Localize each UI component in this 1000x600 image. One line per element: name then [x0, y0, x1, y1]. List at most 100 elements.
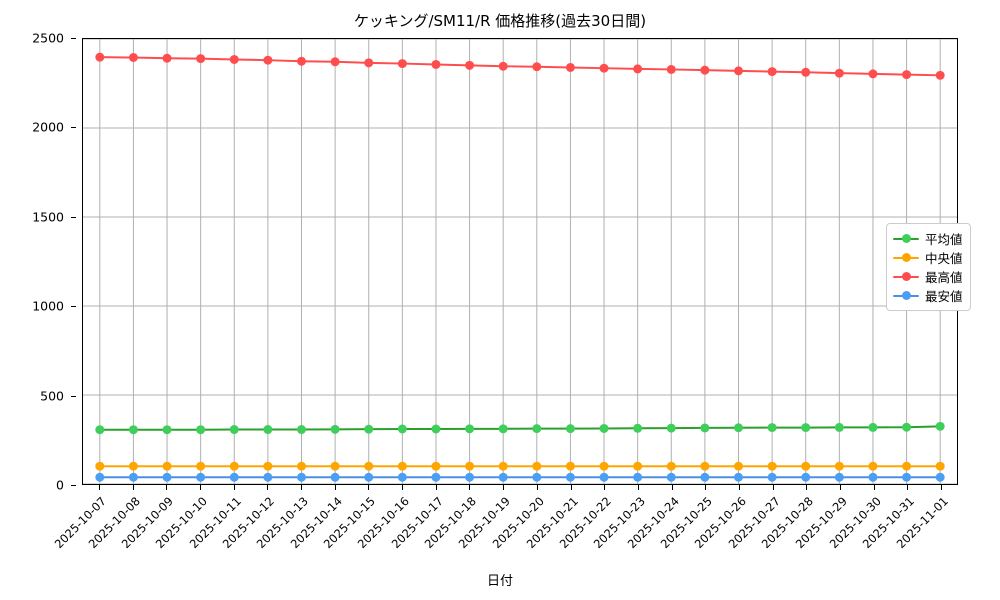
data-point — [95, 425, 105, 435]
data-point — [599, 63, 609, 73]
data-point — [263, 472, 273, 482]
series-line-2 — [98, 56, 942, 77]
data-point — [565, 472, 575, 482]
x-tick-mark — [402, 485, 404, 490]
data-point — [834, 461, 844, 471]
x-tick-mark — [301, 485, 302, 490]
data-point — [162, 461, 172, 471]
data-point — [767, 461, 777, 471]
x-tick-mark — [570, 485, 572, 490]
data-point — [95, 52, 105, 62]
data-point — [263, 461, 273, 471]
data-point — [397, 461, 407, 471]
data-point — [95, 472, 105, 482]
x-tick-mark — [334, 485, 336, 490]
data-point — [465, 60, 475, 70]
data-point — [364, 424, 374, 434]
data-point — [767, 423, 777, 433]
data-point — [196, 472, 206, 482]
data-point — [734, 66, 743, 76]
data-point — [532, 461, 542, 471]
x-tick-mark — [435, 485, 437, 490]
legend-marker-icon — [893, 270, 919, 284]
data-point — [700, 423, 710, 433]
series-line-0 — [98, 425, 942, 431]
data-point — [700, 65, 710, 75]
legend-item-3[interactable]: 最安値 — [893, 286, 963, 305]
data-point — [297, 461, 306, 471]
data-point — [666, 461, 676, 471]
chart-legend: 平均値中央値 最高値最安値 — [886, 223, 971, 311]
data-point — [565, 63, 575, 72]
x-tick-mark — [941, 485, 943, 490]
data-point — [330, 472, 340, 482]
data-point — [128, 425, 138, 435]
x-tick-mark — [368, 485, 370, 490]
y-axis-ticks: 0 500 1000 1500 2000 2500 — [0, 31, 76, 493]
legend-item-1[interactable]: 中央値 — [893, 248, 963, 267]
legend-label: 中央値 — [925, 251, 963, 266]
x-tick-mark — [604, 485, 606, 490]
data-point — [868, 472, 878, 482]
data-point — [935, 461, 945, 471]
x-tick-mark — [503, 485, 505, 490]
data-point — [128, 472, 138, 482]
data-point — [196, 461, 206, 471]
data-point — [431, 472, 441, 482]
x-tick-mark — [873, 485, 875, 490]
legend-item-2[interactable]: 最高値 — [893, 267, 963, 286]
data-point — [834, 422, 844, 432]
data-point — [128, 53, 138, 62]
x-tick-mark — [772, 485, 774, 490]
data-point — [801, 461, 811, 471]
data-point — [330, 461, 340, 471]
data-point — [196, 54, 206, 64]
data-point — [666, 64, 676, 74]
data-point — [297, 472, 306, 482]
data-point — [565, 424, 575, 434]
x-tick-mark — [132, 485, 134, 490]
y-tick-mark — [71, 38, 76, 39]
data-point — [397, 59, 407, 69]
legend-marker-icon — [893, 232, 919, 246]
data-point — [902, 461, 912, 471]
data-point — [498, 461, 508, 471]
data-point — [801, 423, 811, 433]
data-point — [532, 472, 542, 482]
y-tick-mark — [71, 306, 76, 308]
data-point — [834, 472, 844, 482]
data-point — [498, 472, 508, 482]
y-tick-mark — [71, 485, 76, 486]
x-tick-mark — [267, 485, 269, 490]
data-series-layer — [95, 52, 945, 482]
chart-title: ケッキング/SM11/R 価格推移(過去30日間) — [353, 12, 647, 30]
data-point — [868, 422, 878, 432]
data-point — [801, 67, 811, 77]
data-point — [565, 461, 575, 471]
data-point — [734, 461, 743, 471]
y-tick-label: 500 — [40, 388, 64, 404]
data-point — [397, 424, 407, 434]
x-tick-mark — [637, 485, 639, 490]
data-point — [935, 421, 945, 431]
data-point — [263, 55, 273, 65]
x-tick-mark — [469, 485, 471, 490]
legend-label: 最安値 — [925, 289, 963, 304]
x-tick-mark — [233, 485, 235, 490]
data-point — [297, 56, 306, 66]
data-point — [364, 58, 374, 68]
data-point — [633, 461, 643, 471]
data-point — [902, 472, 912, 482]
data-point — [465, 472, 475, 482]
x-tick-mark — [739, 485, 740, 490]
x-axis-ticks: 2025-10-07 2025-10-08 2025-10-09 2025-10-10… — [52, 485, 958, 600]
data-point — [431, 59, 441, 69]
legend-item-0[interactable]: 平均値 — [893, 229, 963, 248]
data-point — [162, 425, 172, 435]
data-point — [431, 461, 441, 471]
data-point — [902, 422, 912, 432]
data-point — [935, 70, 945, 80]
data-point — [599, 461, 609, 471]
data-point — [532, 62, 542, 72]
data-point — [162, 53, 172, 63]
